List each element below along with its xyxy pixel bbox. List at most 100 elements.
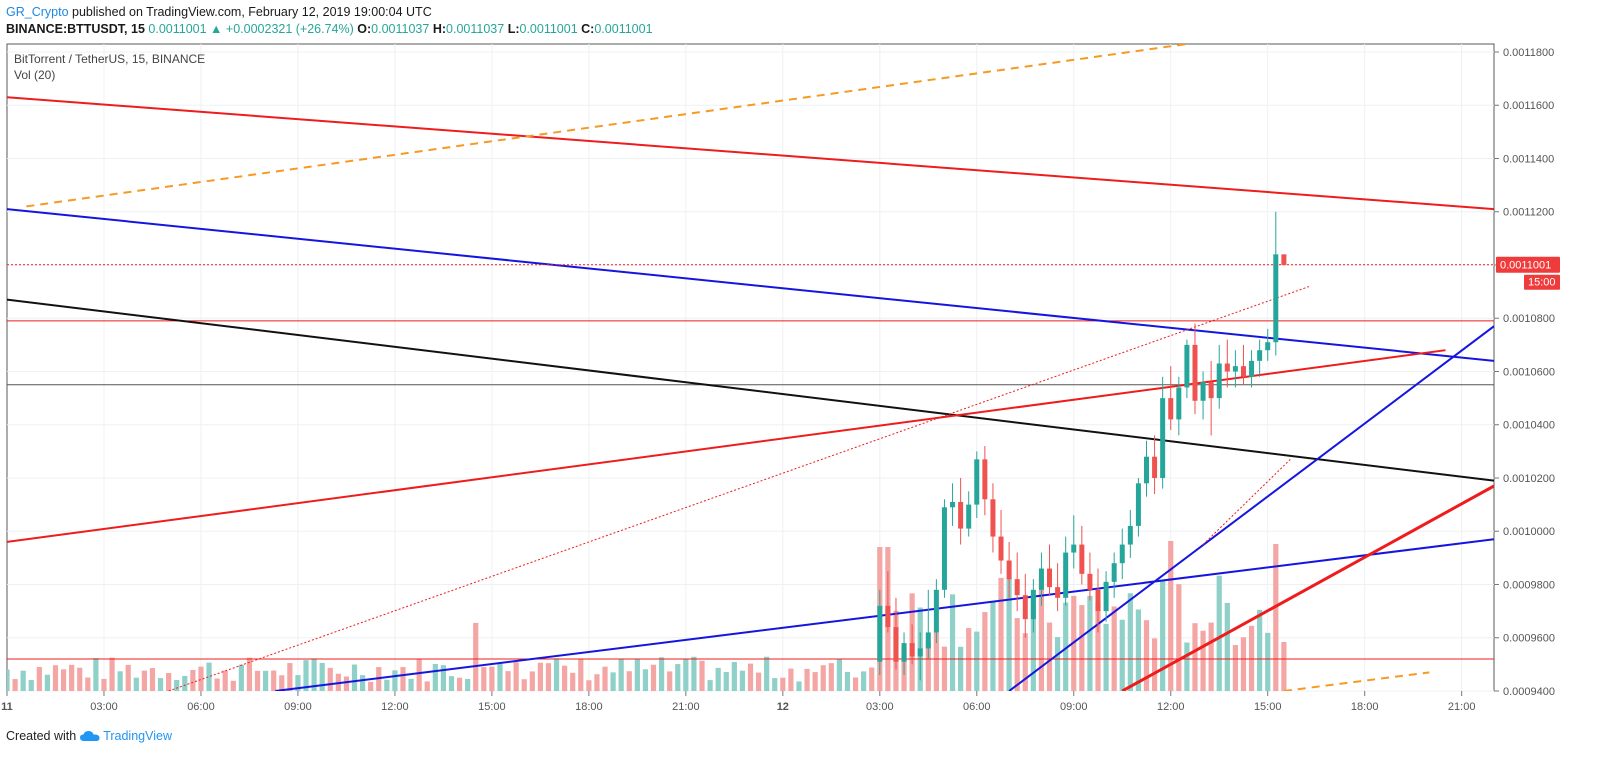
volume-bar [739,670,746,691]
trendline-blue-upper [7,208,1494,362]
volume-bar [1265,632,1271,691]
volume-bar [1160,579,1166,691]
candle-body [1022,595,1028,620]
candle-body [974,459,980,505]
candle-body [1232,366,1238,372]
x-tick-label: 21:00 [1448,701,1476,713]
time-tag-bg [1524,274,1560,290]
x-tick-label: 21:00 [672,701,700,713]
candle-body [958,501,964,529]
trendline-black-descending [7,298,1494,482]
volume-bar [52,665,59,691]
volume-bar [230,680,236,691]
candle-body [1079,544,1085,574]
volume-bar [562,665,568,691]
volume-bar [279,675,285,691]
open-value: 0.0011037 [371,22,430,36]
volume-bar [311,658,317,691]
candle-body [966,504,972,529]
close-value: 0.0011001 [594,22,653,36]
volume-bar [691,656,697,691]
volume-bar [36,666,42,691]
volume-bar [949,594,956,691]
volume-bar [602,666,608,691]
volume-bar [1232,645,1238,691]
volume-bar [1079,605,1085,691]
volume-bar [1273,544,1279,691]
tradingview-brand-text: TradingView [103,729,172,743]
x-tick-label: 06:00 [963,701,991,713]
volume-bar [400,667,406,691]
volume-bar [545,663,552,691]
volume-bar [1151,638,1158,691]
dotted-red-dotted-short [1202,459,1291,545]
candle-body [901,643,907,662]
volume-bar [634,659,640,691]
author-link[interactable]: GR_Crypto [6,5,69,19]
y-tick-label: 0.0009400 [1503,686,1555,698]
volume-bar [7,669,10,691]
candle-body [1055,587,1061,598]
volume-bar [958,646,964,691]
volume-bar [683,658,689,691]
volume-bar [1240,637,1247,691]
trendline-red-rising [7,349,1446,543]
y-tick-label: 0.0011200 [1503,207,1554,219]
close-label: C: [581,22,595,36]
candle-body [1240,366,1246,377]
volume-bar [1127,593,1133,691]
x-tick-label: 18:00 [575,701,603,713]
volume-bar [489,666,495,691]
candle-body [998,536,1004,561]
volume-bar [521,679,527,691]
volume-bar [610,672,616,691]
volume-bar [941,646,948,691]
x-tick-label: 12 [777,701,789,713]
volume-bar [812,672,818,691]
candle-body [1176,387,1182,420]
x-tick-label: 11 [1,701,13,713]
volume-bar [416,659,422,691]
up-arrow-icon: ▲ [210,22,223,36]
volume-bar [1257,609,1263,691]
candle-body [933,589,939,633]
volume-bar [1063,602,1069,691]
volume-bar [861,671,867,691]
volume-bar [1006,578,1012,691]
volume-bar [1184,642,1190,691]
candle-body [1006,560,1012,580]
tradingview-logo[interactable]: TradingView [80,729,172,743]
cloud-icon [80,731,100,741]
candle-body [1192,344,1198,401]
volume-bar [473,622,479,691]
volume-bar [351,664,358,691]
volume-bar [1014,618,1020,691]
plot-frame [6,43,1495,692]
candle-body [1200,382,1206,401]
volume-bar [537,662,543,691]
open-label: O: [357,22,372,36]
volume-bar [368,681,374,691]
low-value: 0.0011001 [519,22,578,36]
volume-bar [465,678,471,691]
volume-bar [796,681,802,691]
y-tick-label: 0.0010800 [1503,313,1555,325]
volume-bar [1192,623,1198,691]
candle-body [893,627,899,662]
volume-bar [481,667,487,691]
low-label: L: [507,22,520,36]
candle-body [1152,456,1158,478]
volume-bar [780,677,786,691]
x-tick-label: 15:00 [1254,701,1282,713]
volume-bar [869,667,875,691]
candle-body [1160,398,1166,478]
volume-bar [109,657,115,691]
trendline-red-bold-rising [1121,484,1494,691]
volume-bar [246,657,253,691]
x-tick-label: 12:00 [1157,701,1185,713]
volume-bar [28,679,34,691]
candle-body [1030,589,1036,620]
candle-body [909,643,915,657]
volume-bar [12,679,18,691]
